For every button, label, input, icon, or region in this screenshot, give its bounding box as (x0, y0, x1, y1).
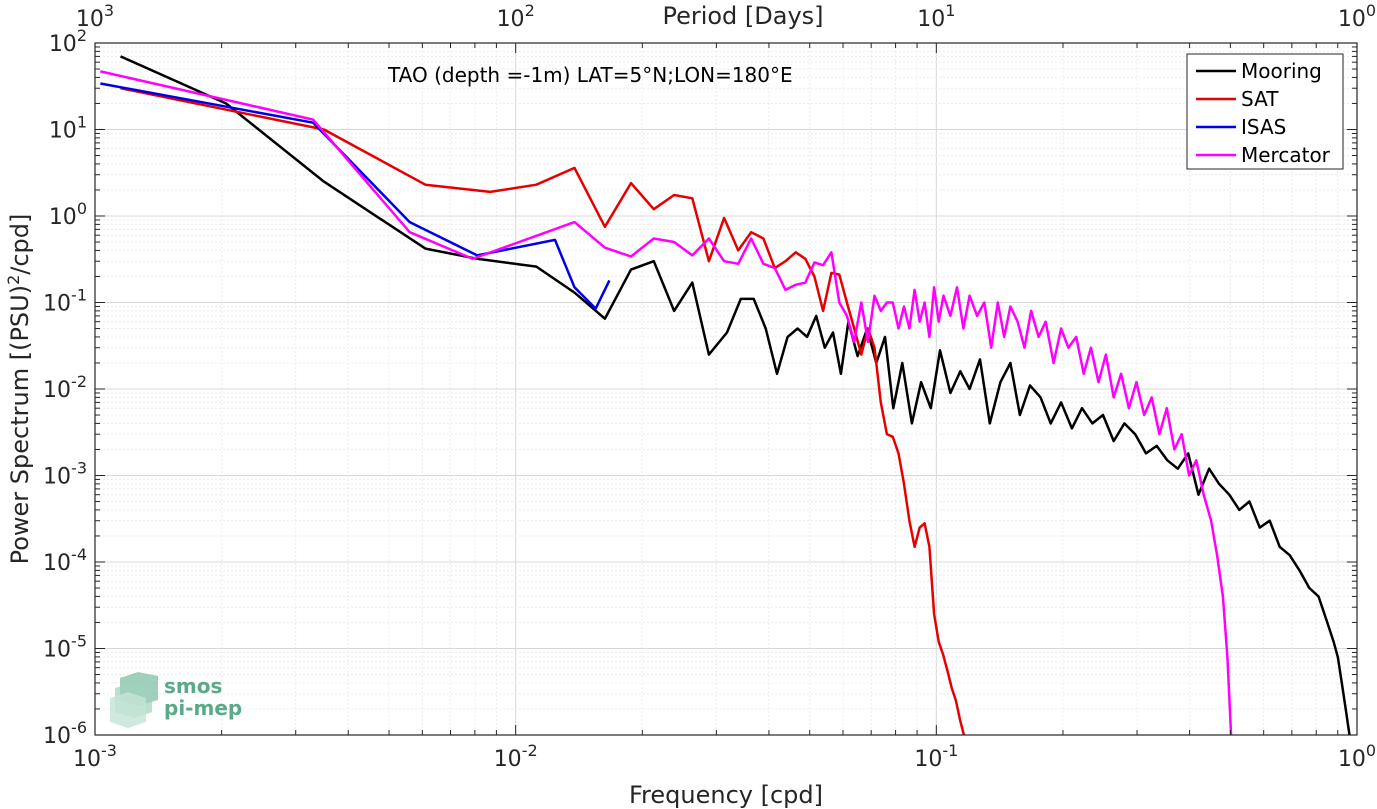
top-tick-label-exponent: 2 (525, 1, 535, 20)
grid (94, 43, 1357, 736)
legend-label-mercator: Mercator (1241, 143, 1331, 167)
x-tick-label: 10-2 (494, 741, 538, 772)
y-tick-label-exponent: -1 (71, 286, 87, 305)
y-tick-label-base: 10 (49, 119, 77, 144)
top-tick-label-base: 10 (917, 7, 945, 32)
legend-label-sat: SAT (1241, 87, 1279, 111)
x-tick-label-exponent: -3 (101, 741, 117, 760)
series-line-sat (120, 86, 966, 736)
logo-mark-icon (110, 672, 158, 728)
y-tick-label-base: 10 (43, 465, 71, 490)
y-tick-label-exponent: -6 (71, 718, 87, 737)
top-tick-label-exponent: 1 (945, 1, 955, 20)
y-axis-title-suffix: /cpd] (6, 214, 34, 275)
top-tick-label-base: 10 (1338, 7, 1366, 32)
y-tick-label: 10-3 (43, 459, 87, 490)
x-tick-label-base: 10 (494, 747, 522, 772)
y-tick-label: 10-4 (43, 545, 87, 576)
y-tick-label-exponent: -2 (71, 372, 87, 391)
x-tick-label: 10-1 (914, 741, 958, 772)
smos-pimep-logo: smos pi-mep (110, 672, 242, 728)
y-tick-label-exponent: -5 (71, 632, 87, 651)
y-tick-label-base: 10 (43, 378, 71, 403)
top-axis-title: Period [Days] (662, 2, 823, 30)
y-tick-label-base: 10 (43, 292, 71, 317)
y-axis-title-superscript: 2 (4, 275, 23, 285)
series-line-mercator (100, 70, 1233, 736)
legend-label-isas: ISAS (1241, 115, 1286, 139)
y-axis-title: Power Spectrum [(PSU)2/cpd] (4, 214, 34, 565)
y-tick-label-exponent: 1 (77, 113, 87, 132)
top-tick-label-base: 10 (76, 7, 104, 32)
y-tick-label: 10-2 (43, 372, 87, 403)
y-tick-label-base: 10 (49, 205, 77, 230)
x-tick-label-base: 10 (914, 747, 942, 772)
top-tick-label: 103 (76, 1, 114, 32)
y-tick-label: 100 (49, 199, 87, 230)
x-tick-label-base: 10 (1338, 747, 1366, 772)
x-tick-label-exponent: -1 (942, 741, 958, 760)
y-tick-label: 102 (49, 26, 87, 57)
y-tick-label-exponent: 0 (77, 199, 87, 218)
top-tick-label: 102 (497, 1, 535, 32)
x-tick-label-exponent: 0 (1366, 741, 1376, 760)
y-tick-label-exponent: -4 (71, 545, 87, 564)
x-tick-label: 100 (1338, 741, 1376, 772)
series-lines (100, 55, 1351, 736)
top-tick-label-exponent: 0 (1366, 1, 1376, 20)
chart-annotation: TAO (depth =-1m) LAT=5°N;LON=180°E (387, 63, 793, 87)
legend-box (1186, 53, 1344, 170)
y-tick-label: 101 (49, 113, 87, 144)
x-tick-label: 10-3 (73, 741, 117, 772)
top-tick-label: 100 (1338, 1, 1376, 32)
logo-text-smos: smos (164, 674, 222, 698)
x-tick-label-exponent: -2 (522, 741, 538, 760)
y-axis-title-main: Power Spectrum [(PSU) (6, 285, 34, 564)
y-tick-label: 10-1 (43, 286, 87, 317)
y-tick-label-base: 10 (49, 32, 77, 57)
y-tick-label-base: 10 (43, 724, 71, 749)
x-axis-title: Frequency [cpd] (629, 781, 823, 809)
logo-text-pimep: pi-mep (164, 696, 242, 720)
y-tick-label-exponent: 2 (77, 26, 87, 45)
y-tick-label: 10-6 (43, 718, 87, 749)
top-tick-label: 101 (917, 1, 955, 32)
y-tick-label: 10-5 (43, 632, 87, 663)
y-tick-label-base: 10 (43, 551, 71, 576)
y-tick-label-exponent: -3 (71, 459, 87, 478)
series-line-mooring (119, 55, 1351, 736)
y-tick-label-base: 10 (43, 638, 71, 663)
x-tick-label-base: 10 (73, 747, 101, 772)
top-tick-label-base: 10 (497, 7, 525, 32)
legend: Mooring SAT ISAS Mercator (1186, 53, 1344, 170)
legend-label-mooring: Mooring (1241, 59, 1322, 83)
top-tick-label-exponent: 3 (104, 1, 114, 20)
